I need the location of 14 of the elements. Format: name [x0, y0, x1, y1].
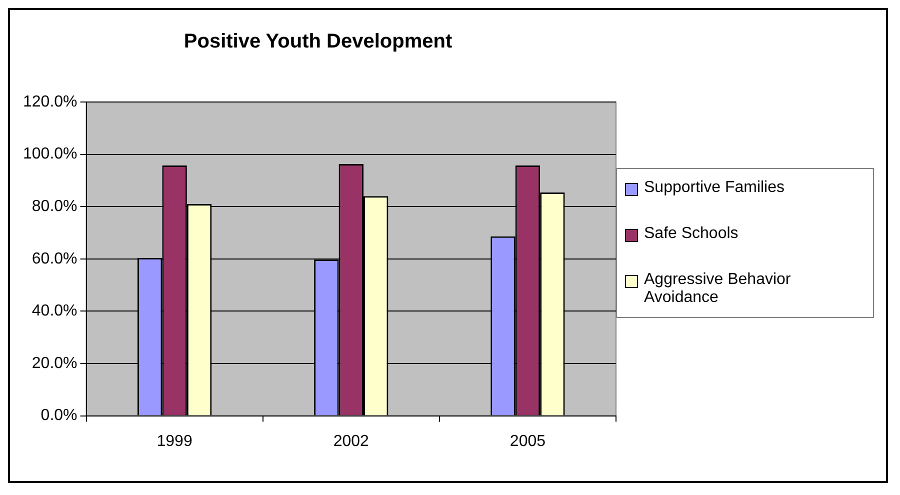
legend-label: Safe Schools — [644, 225, 738, 243]
y-tick-label: 120.0% — [23, 93, 78, 110]
y-tick-label: 100.0% — [23, 146, 78, 163]
chart-title: Positive Youth Development — [184, 30, 452, 53]
y-tick-label: 20.0% — [32, 354, 78, 372]
y-tick-label: 60.0% — [32, 250, 78, 268]
y-tick-label: 80.0% — [32, 198, 78, 216]
y-tick-label: 40.0% — [32, 302, 78, 320]
x-tick-label: 1999 — [156, 432, 192, 450]
legend-label: Aggressive Behavior Avoidance — [644, 271, 792, 307]
x-tick-label: 2002 — [333, 432, 370, 450]
x-tick-label: 2005 — [510, 432, 546, 450]
legend-label: Supportive Families — [644, 179, 784, 197]
y-tick-label: 0.0% — [40, 407, 78, 424]
